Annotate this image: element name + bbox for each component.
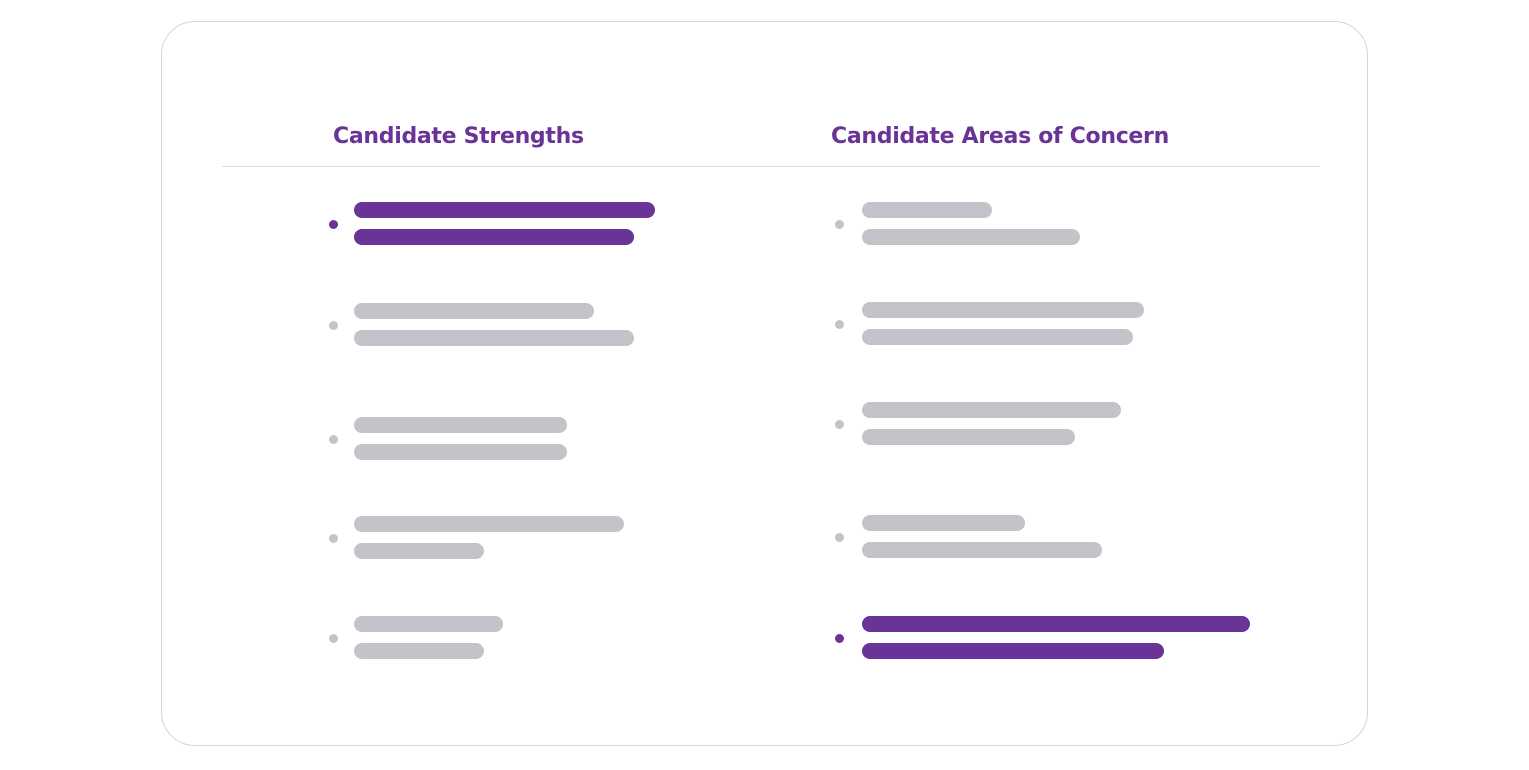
bullet-dot	[329, 220, 338, 229]
strengths-heading: Candidate Strengths	[333, 124, 584, 149]
bullet-dot	[329, 321, 338, 330]
placeholder-text-line	[354, 303, 594, 319]
placeholder-text-line	[862, 329, 1133, 345]
placeholder-text-line	[354, 202, 655, 218]
placeholder-text-line	[862, 302, 1144, 318]
bullet-dot	[329, 534, 338, 543]
placeholder-text-line	[354, 543, 484, 559]
bullet-dot	[835, 533, 844, 542]
placeholder-text-line	[862, 643, 1164, 659]
placeholder-text-line	[862, 515, 1025, 531]
concerns-heading: Candidate Areas of Concern	[831, 124, 1169, 149]
placeholder-text-line	[862, 202, 992, 218]
placeholder-text-line	[354, 616, 503, 632]
bullet-dot	[329, 634, 338, 643]
bullet-dot	[329, 435, 338, 444]
placeholder-text-line	[862, 616, 1250, 632]
placeholder-text-line	[354, 417, 567, 433]
placeholder-text-line	[862, 229, 1080, 245]
placeholder-text-line	[354, 444, 567, 460]
placeholder-text-line	[354, 330, 634, 346]
placeholder-text-line	[862, 429, 1075, 445]
bullet-dot	[835, 220, 844, 229]
bullet-dot	[835, 320, 844, 329]
placeholder-text-line	[354, 229, 634, 245]
bullet-dot	[835, 420, 844, 429]
bullet-dot	[835, 634, 844, 643]
placeholder-text-line	[354, 643, 484, 659]
placeholder-text-line	[354, 516, 624, 532]
placeholder-text-line	[862, 402, 1121, 418]
placeholder-text-line	[862, 542, 1102, 558]
header-divider	[222, 166, 1320, 167]
